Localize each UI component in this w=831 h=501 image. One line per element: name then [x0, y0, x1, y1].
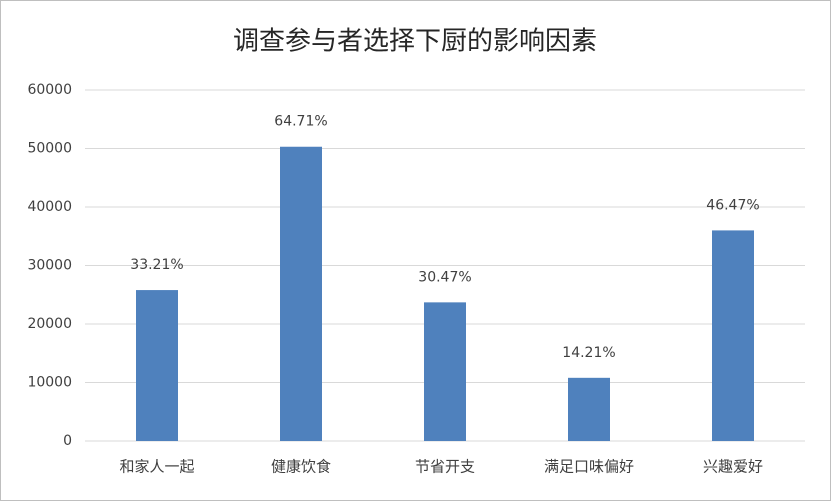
bar	[424, 302, 466, 441]
x-tick-label: 兴趣爱好	[703, 458, 763, 476]
data-annotation: 30.47%	[418, 269, 471, 285]
y-tick-label: 10000	[27, 375, 72, 391]
data-annotation: 46.47%	[706, 197, 759, 213]
chart-title: 调查参与者选择下厨的影响因素	[233, 27, 597, 57]
bar	[568, 377, 610, 441]
y-tick-label: 0	[63, 433, 72, 449]
x-tick-label: 节省开支	[415, 458, 475, 476]
bar	[712, 230, 754, 441]
data-annotation: 33.21%	[130, 257, 183, 273]
bar	[136, 290, 178, 441]
x-tick-label: 满足口味偏好	[544, 458, 634, 476]
y-tick-label: 60000	[27, 82, 72, 98]
y-tick-label: 30000	[27, 258, 72, 274]
data-annotation: 14.21%	[562, 345, 615, 361]
data-annotation: 64.71%	[274, 114, 327, 130]
y-tick-label: 20000	[27, 316, 72, 332]
x-tick-label: 健康饮食	[271, 458, 331, 476]
bar	[280, 146, 322, 441]
y-tick-label: 50000	[27, 141, 72, 157]
x-tick-label: 和家人一起	[119, 458, 194, 476]
y-tick-label: 40000	[27, 199, 72, 215]
